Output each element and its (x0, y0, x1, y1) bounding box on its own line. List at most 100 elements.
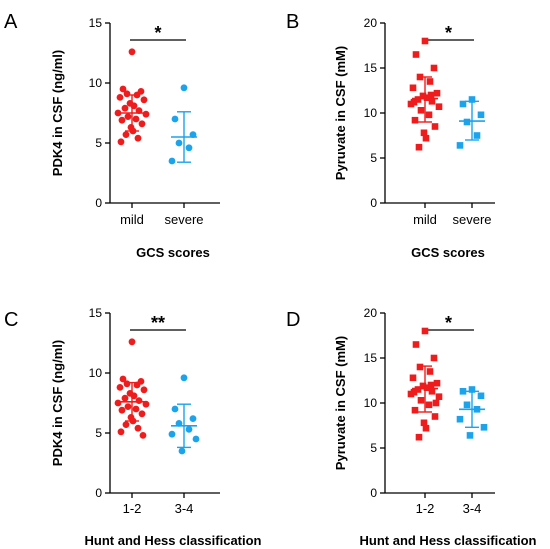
panel-a-data-point (142, 110, 150, 118)
panel-a-data-point (116, 94, 124, 101)
panel-a-data-point (138, 120, 146, 128)
panel-a-data-point (121, 104, 129, 112)
panel-c-x-tick-label: 1-2 (123, 501, 142, 516)
panel-d-data-point (433, 379, 441, 387)
panel-b-data-point (426, 78, 434, 85)
panel-d-data-point (426, 368, 434, 375)
panel-d-data-point (428, 388, 436, 395)
panel-c-data-point (121, 394, 129, 402)
panel-b-y-tick-label: 10 (364, 106, 378, 120)
panel-d-letter: D (286, 309, 300, 331)
panel-c-data-point (117, 428, 125, 436)
panel-c-data-point (124, 403, 132, 410)
panel-b-data-point (415, 143, 423, 151)
panel-c-data-point (114, 399, 122, 407)
panel-c-data-point (189, 415, 197, 422)
panel-c-data-point (192, 435, 200, 443)
panel-c-data-point (123, 380, 131, 388)
panel-d-x-axis-title: Hunt and Hess classification (360, 533, 537, 548)
panel-c-y-tick-label: 5 (95, 426, 102, 440)
panel-b-data-point (420, 129, 428, 137)
panel-d-data-point (414, 386, 422, 393)
panel-d-data-point (480, 424, 488, 431)
panel-a-letter: A (4, 11, 18, 33)
panel-b-data-point (431, 123, 439, 130)
panel-a-y-tick-label: 0 (95, 196, 102, 210)
panel-a-x-tick-label: mild (120, 212, 144, 227)
panel-b-data-point (423, 94, 431, 101)
panel-b-x-tick-label: mild (413, 212, 437, 227)
panel-a-y-tick-label: 15 (89, 16, 103, 30)
panel-b-y-tick-label: 20 (364, 16, 378, 30)
panel-b-y-tick-label: 0 (370, 196, 377, 210)
panel-c-data-point (118, 406, 126, 414)
panel-a-data-point (118, 116, 126, 124)
panel-b-data-point (459, 100, 467, 108)
panel-d-data-point (432, 399, 440, 407)
panel-d-data-point (466, 432, 474, 439)
panel-b-data-point (468, 96, 476, 103)
panel-d-data-point (412, 341, 420, 348)
panel-d-data-point (423, 384, 431, 391)
panel-b-data-point (456, 142, 464, 149)
panel-b-data-point (421, 37, 429, 45)
panel-a-x-axis-title: GCS scores (136, 245, 210, 260)
panel-c-data-point (135, 397, 143, 404)
panel-b-data-point (428, 98, 436, 105)
panel-d-data-point (420, 419, 428, 427)
panel-d-y-axis-title: Pyruvate in CSF (mM) (333, 336, 348, 470)
panel-a-data-point (171, 115, 179, 123)
panel-c-data-point (134, 424, 142, 432)
panel-a-data-point (117, 138, 125, 146)
panel-a-data-point (185, 144, 193, 152)
panel-a-data-point (132, 115, 140, 123)
panel-b-letter: B (286, 11, 299, 33)
panel-d-data-point (468, 386, 476, 393)
panel-c-data-point (116, 384, 124, 391)
panel-d-y-tick-label: 20 (364, 306, 378, 320)
panel-a-y-tick-label: 5 (95, 136, 102, 150)
panel-a-y-tick-label: 10 (89, 76, 103, 90)
panel-b-data-point (435, 103, 443, 110)
panel-c-data-point (171, 405, 179, 413)
panel-a-data-point (124, 113, 132, 120)
panel-c-letter: C (4, 309, 18, 331)
panel-a-data-point (119, 85, 127, 93)
panel-c-x-tick-label: 3-4 (175, 501, 194, 516)
panel-d-data-point (427, 381, 435, 389)
panel-a-data-point (180, 84, 188, 92)
panel-c-x-axis-title: Hunt and Hess classification (85, 533, 262, 548)
panel-b-data-point (473, 132, 481, 139)
panel-c-data-point (132, 405, 140, 413)
panel-a-data-point (122, 131, 130, 139)
panel-d-x-tick-label: 3-4 (463, 501, 482, 516)
panel-b-x-axis-title: GCS scores (411, 245, 485, 260)
panel-b-data-point (430, 64, 438, 72)
panel-c-y-tick-label: 0 (95, 486, 102, 500)
panel-d-y-tick-label: 15 (364, 351, 378, 365)
panel-c-data-point (122, 421, 130, 428)
panel-a-data-point (140, 96, 148, 104)
panel-d-data-point (417, 397, 425, 404)
panel-a-data-point (168, 157, 176, 165)
panel-c-y-tick-label: 15 (89, 306, 103, 320)
panel-d-data-point (416, 363, 424, 371)
panel-b-data-point (422, 134, 430, 142)
panel-b-data-point (463, 118, 471, 126)
panel-c-y-axis-title: PDK4 in CSF (ng/ml) (50, 340, 65, 466)
panel-c-data-point (128, 338, 136, 346)
panel-d-data-point (431, 413, 439, 420)
panel-d-data-point (419, 382, 427, 390)
panel-c-data-point (119, 375, 127, 383)
panel-b-data-point (419, 92, 427, 100)
panel-b-data-point (433, 89, 441, 97)
panel-d-data-point (430, 354, 438, 362)
panel-b-data-point (425, 111, 433, 119)
panel-c-data-point (140, 386, 148, 394)
panel-c-significance-mark: ** (151, 313, 165, 333)
panel-a-data-point (114, 109, 122, 117)
panel-d-x-tick-label: 1-2 (416, 501, 435, 516)
panel-d-data-point (411, 406, 419, 414)
panel-d-data-point (463, 401, 471, 409)
